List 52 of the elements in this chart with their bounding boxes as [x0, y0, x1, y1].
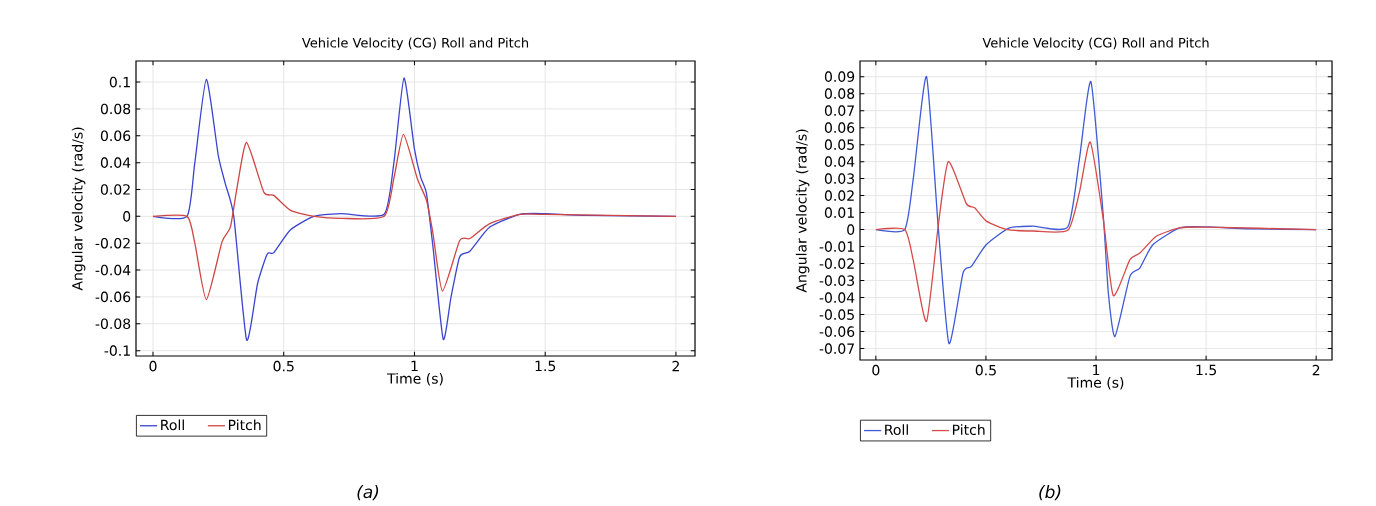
y-tick-label: 0.01: [824, 207, 854, 218]
y-tick-label: -0.05: [819, 309, 854, 320]
x-tick-label: 1: [411, 360, 418, 372]
y-tick-label: 0.08: [100, 103, 131, 115]
y-tick-label: 0.02: [824, 190, 854, 201]
legend-label: Roll: [885, 424, 908, 436]
text: (a): [357, 485, 379, 501]
x-tick-label: 2: [672, 360, 679, 372]
y-tick-label: 0.04: [824, 156, 855, 167]
x-tick-label: 0: [872, 364, 880, 376]
x-axis-title: Time (s): [1067, 376, 1124, 390]
x-tick-label: 2: [1312, 364, 1320, 376]
y-tick-label: -0.07: [819, 343, 854, 354]
y-tick-label: 0.08: [824, 88, 855, 99]
x-tick-label: 1.5: [535, 360, 556, 372]
y-tick-label: -0.06: [95, 291, 131, 303]
y-tick-label: -0.02: [819, 258, 854, 269]
y-tick-label: -0.04: [819, 292, 855, 303]
y-tick-label: -0.1: [104, 345, 130, 356]
x-tick-label: 0.5: [975, 364, 996, 376]
y-tick-label: 0.03: [824, 173, 855, 184]
y-tick-label: 0.06: [100, 130, 131, 142]
x-tick-label: 1.5: [1196, 364, 1216, 376]
y-tick-label: 0.07: [824, 105, 854, 116]
y-tick-label: -0.08: [95, 318, 131, 330]
chart-title: Vehicle Velocity (CG) Roll and Pitch: [302, 37, 529, 51]
y-tick-label: 0.04: [100, 157, 131, 168]
y-tick-label: -0.02: [95, 237, 130, 249]
x-axis-title: Time (s): [386, 372, 443, 386]
text: (b): [1039, 485, 1061, 501]
legend-label: Roll: [161, 419, 184, 431]
y-tick-label: 0.05: [824, 139, 854, 150]
line-series: [875, 141, 1317, 323]
y-tick-label: -0.03: [819, 275, 855, 286]
chart-title: Vehicle Velocity (CG) Roll and Pitch: [982, 37, 1209, 51]
y-tick-label: 0.1: [109, 76, 130, 88]
y-tick-label: 0: [123, 211, 131, 222]
line-series: [152, 133, 677, 301]
legend-label: Pitch: [952, 424, 985, 436]
y-tick-label: 0.06: [824, 122, 855, 133]
y-tick-label: 0.02: [100, 184, 130, 195]
y-tick-label: 0: [847, 224, 855, 235]
x-tick-label: 0: [149, 360, 157, 372]
y-tick-label: -0.04: [95, 264, 131, 276]
y-tick-label: -0.01: [819, 241, 854, 252]
x-tick-label: 0.5: [273, 360, 294, 372]
y-tick-label: -0.06: [819, 326, 855, 337]
y-axis-title: Angular velocity (rad/s): [71, 127, 86, 291]
y-axis-title: Angular velocity (rad/s): [795, 129, 810, 293]
x-tick-label: 1: [1093, 364, 1100, 376]
y-tick-label: 0.09: [824, 71, 855, 82]
legend-label: Pitch: [228, 419, 261, 431]
